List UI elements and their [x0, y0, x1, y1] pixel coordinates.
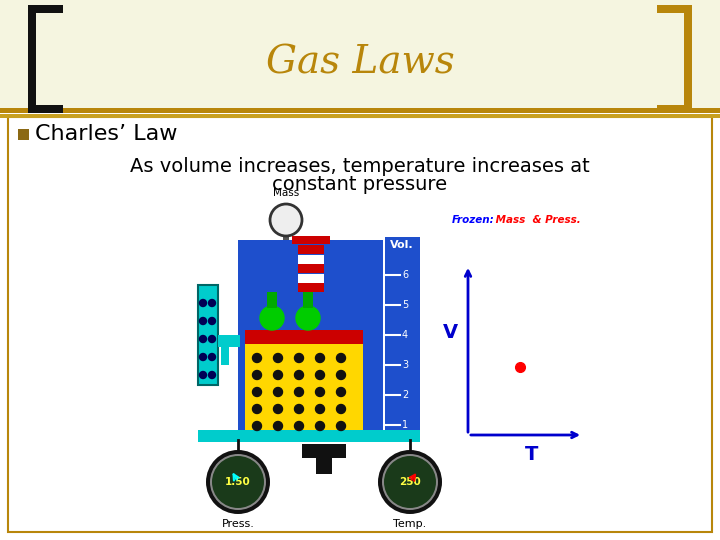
Text: Vol.: Vol.: [390, 240, 414, 250]
Circle shape: [274, 370, 282, 380]
Circle shape: [315, 404, 325, 414]
Bar: [267, 292, 277, 308]
Circle shape: [209, 300, 215, 307]
Circle shape: [336, 404, 346, 414]
Text: Press.: Press.: [222, 519, 254, 529]
Bar: [298, 245, 324, 254]
Circle shape: [274, 422, 282, 430]
Circle shape: [296, 306, 320, 330]
Bar: [28, 105, 63, 113]
Circle shape: [253, 422, 261, 430]
Circle shape: [209, 318, 215, 325]
Circle shape: [336, 388, 346, 396]
Text: 3: 3: [402, 360, 408, 370]
Text: 250: 250: [399, 477, 421, 487]
Circle shape: [209, 335, 215, 342]
Text: Mass: Mass: [273, 188, 299, 198]
Bar: [245, 330, 363, 344]
Bar: [316, 444, 332, 474]
Bar: [28, 5, 63, 13]
Bar: [198, 430, 420, 442]
Bar: [298, 264, 324, 273]
Text: T: T: [525, 446, 538, 464]
Circle shape: [253, 370, 261, 380]
Bar: [657, 5, 692, 13]
Bar: [298, 255, 324, 264]
Bar: [0, 114, 720, 118]
Circle shape: [274, 404, 282, 414]
Text: constant pressure: constant pressure: [272, 174, 448, 193]
Text: Temp.: Temp.: [393, 519, 427, 529]
Circle shape: [199, 372, 207, 379]
Bar: [283, 220, 289, 240]
Circle shape: [274, 354, 282, 362]
Circle shape: [270, 204, 302, 236]
Bar: [218, 335, 240, 347]
Text: 1.50: 1.50: [225, 477, 251, 487]
Text: Gas Laws: Gas Laws: [266, 44, 454, 82]
Text: 5: 5: [402, 300, 408, 310]
Circle shape: [382, 454, 438, 510]
Bar: [0, 108, 720, 113]
Circle shape: [336, 354, 346, 362]
Text: As volume increases, temperature increases at: As volume increases, temperature increas…: [130, 157, 590, 176]
Circle shape: [294, 388, 304, 396]
Bar: [302, 444, 346, 458]
Bar: [28, 5, 36, 113]
Bar: [8, 117, 712, 532]
Circle shape: [253, 388, 261, 396]
Circle shape: [260, 306, 284, 330]
Bar: [198, 285, 218, 385]
Bar: [0, 0, 720, 110]
Circle shape: [315, 354, 325, 362]
Circle shape: [294, 370, 304, 380]
Circle shape: [199, 335, 207, 342]
Text: Charles’ Law: Charles’ Law: [35, 124, 178, 144]
Text: Frozen:: Frozen:: [452, 215, 495, 225]
Circle shape: [336, 370, 346, 380]
Text: 6: 6: [402, 270, 408, 280]
Circle shape: [274, 388, 282, 396]
Text: V: V: [442, 323, 458, 342]
Text: 4: 4: [402, 330, 408, 340]
Circle shape: [378, 450, 442, 514]
Circle shape: [199, 354, 207, 361]
Circle shape: [206, 450, 270, 514]
Bar: [245, 342, 363, 437]
Bar: [18, 129, 29, 140]
Circle shape: [209, 372, 215, 379]
Circle shape: [253, 354, 261, 362]
Bar: [298, 274, 324, 283]
Bar: [385, 237, 420, 437]
Bar: [245, 242, 363, 294]
Bar: [684, 5, 692, 113]
Circle shape: [294, 422, 304, 430]
Bar: [303, 292, 313, 308]
Bar: [238, 240, 383, 440]
Circle shape: [199, 318, 207, 325]
Circle shape: [315, 422, 325, 430]
Text: 1: 1: [402, 420, 408, 430]
Circle shape: [210, 454, 266, 510]
Circle shape: [253, 404, 261, 414]
Circle shape: [315, 370, 325, 380]
Bar: [657, 105, 692, 113]
Text: 2: 2: [402, 390, 408, 400]
Circle shape: [315, 388, 325, 396]
Circle shape: [209, 354, 215, 361]
Circle shape: [294, 404, 304, 414]
Circle shape: [384, 456, 436, 508]
Bar: [221, 345, 229, 365]
Bar: [292, 236, 330, 244]
Circle shape: [212, 456, 264, 508]
Circle shape: [294, 354, 304, 362]
Bar: [298, 283, 324, 292]
Circle shape: [199, 300, 207, 307]
Text: Mass  & Press.: Mass & Press.: [492, 215, 581, 225]
Circle shape: [336, 422, 346, 430]
